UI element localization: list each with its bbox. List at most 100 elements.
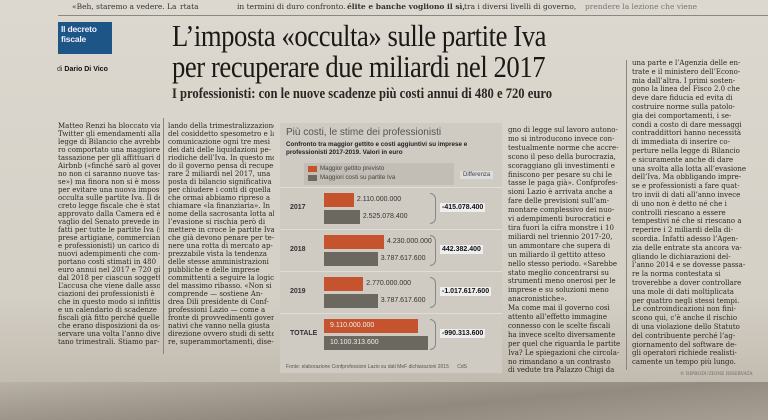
text-line: delle stesse amministrazioni [168, 258, 269, 266]
text-line: fronte di provvedimenti gover- [168, 314, 274, 322]
text-line: mo si introducono invece con- [508, 134, 615, 143]
text-line: professioni Lazio — come a [168, 306, 266, 314]
text-line: posta di bilancio significativa [168, 178, 272, 186]
divider [58, 15, 768, 16]
copyright: © RIPRODUZIONE RISERVATA [680, 372, 753, 377]
text-line: e un calendario di scadenze [58, 306, 157, 314]
text-line: gno di legge sul lavoro autono- [508, 126, 618, 134]
fragment: élite e banche vogliono il sì, [347, 2, 466, 11]
bar-revenue [324, 319, 418, 333]
text-line: nere una rotta di mercato ap- [168, 242, 273, 250]
bar-revenue [324, 277, 364, 291]
text-line: finiscono per pesare su chi le [508, 170, 612, 179]
text-line: un miliardo il gettito atteso [508, 250, 606, 259]
bar-value-label: 9.110.000.000 [330, 322, 375, 329]
fragment: «Beh, staremo a vedere. La [72, 2, 177, 11]
text-line: connesso con le scelte fiscali [508, 321, 611, 330]
text-line: montare complessivo dei nuo- [508, 206, 615, 215]
text-line: stato meglio concentrarsi su [508, 268, 610, 277]
bar-costs [324, 252, 378, 266]
text-line: Matteo Renzi ha bloccato via [58, 122, 160, 130]
section-label: Il decreto fiscale [58, 22, 112, 54]
text-line: vi adempimenti burocratici e [508, 215, 611, 224]
text-line: mia dall’altra. I primi sosten- [632, 76, 736, 85]
legend-label: Maggiori costi su partite Iva [320, 174, 396, 181]
chart-group-2018: 2018 4.230.000.000 3.787.617.600 442.382.40… [280, 229, 502, 271]
text-line: di vedute tra Palazzo Chigi da [508, 366, 615, 375]
difference-value: 442.382.400 [440, 245, 483, 254]
bar-costs [324, 294, 378, 308]
text-line: di uno non è detto né che i [632, 199, 727, 208]
brace [430, 193, 436, 224]
headline: L’imposta «occulta» sulle partite Iva pe… [172, 20, 546, 82]
text-line: fatti per tutte le partite Iva (im- [58, 226, 160, 234]
text-line: del cosiddetto spesometro e la [168, 130, 274, 138]
bar-value-label: 10.100.313.600 [330, 339, 379, 346]
text-line: zia delle entrate sta ancora va- [632, 243, 742, 252]
text-line: direzione ovvero studi di setto- [168, 330, 274, 338]
chart-title: Più costi, le stime dei professionisti [286, 127, 442, 138]
text-line: e sicuramente anche di dare [632, 155, 734, 164]
text-line: tano trimestrali. Stiamo par- [58, 338, 160, 346]
text-line: testualmente norme che accre- [508, 143, 619, 152]
fragment: tra i diversi livelli di governo, [464, 2, 577, 11]
text-line: dei dati delle liquidazioni pe- [168, 146, 271, 154]
brace [430, 235, 436, 266]
chart-credit: CdS [457, 364, 467, 370]
text-line: per evitare una nuova imposta [58, 186, 160, 194]
bar-value-label: 3.787.617.600 [380, 255, 426, 262]
text-line: anacronistiche». [508, 295, 567, 304]
chart-subtitle: Confronto tra maggior gettito e costi ag… [286, 141, 468, 156]
text-line: re la norma contestata si [632, 270, 721, 279]
text-line: giornamento del software de- [632, 340, 737, 349]
text-line: nello stesso periodo. «Sarebbe [508, 259, 618, 268]
bar-costs [324, 336, 428, 350]
bar-revenue [324, 193, 354, 207]
difference-header: Differenza [460, 171, 494, 179]
text-line: per quel che riguarda le partite [508, 339, 621, 348]
bar-value-label: 4.230.000.000 [387, 238, 432, 245]
text-line: contraddittori hanno necessità [632, 129, 742, 138]
byline: di Dario Di Vico [57, 66, 108, 73]
text-line: servare una volta l’anno diven- [58, 330, 160, 338]
difference-value: -1.017.617.600 [440, 287, 492, 296]
text-line: fare delle previsioni sull’am- [508, 197, 610, 206]
text-line: scordia. Infatti adesso l’Agen- [632, 234, 738, 243]
text-line: L’accusa che viene dalle asso- [58, 282, 160, 290]
text-line: mettere in croce le partite Iva [168, 226, 274, 234]
text-line: gono la linea del Fisco 2.0 che [632, 85, 740, 94]
text-line: creto legge fiscale che è stato [58, 202, 160, 210]
text-line: trate e il ministero dell’Econo- [632, 67, 741, 76]
text-line: camente un tempo più lungo. [632, 358, 736, 367]
chart-group-totale: TOTALE 9.110.000.000 10.100.313.600 -990.31… [280, 313, 502, 355]
text-line: sioni Lazio è arrivata anche a [508, 188, 613, 197]
text-line: che ormai abbiamo ripreso a [168, 194, 271, 202]
text-line: imprese e su soluzioni meno [508, 286, 609, 295]
text-line: l’anno 2014 e se dovesse passa- [632, 261, 746, 270]
text-line: dell’Iva. Ma obbligando impre- [632, 173, 742, 182]
column-rule [163, 118, 164, 354]
text-line: Iva? Le spiegazioni che circola- [508, 348, 620, 357]
text-line: miliardi nel triennio 2017-20, [508, 232, 613, 241]
text-line: e professionisti) un carico di 8 [58, 242, 160, 250]
bar-value-label: 2.110.000.000 [356, 196, 402, 203]
text-line: che già devono penare per te- [168, 234, 274, 242]
text-line: una parte e l’Agenzia delle en- [632, 59, 741, 67]
text-line: Airbnb («finché sarò al gover- [58, 162, 160, 170]
text-line: del massimo ribasso. «Non si [168, 282, 272, 290]
article-column-4: una parte e l’Agenzia delle en-trate e i… [632, 59, 760, 367]
text-line: se») ma finora non si è mosso [58, 178, 160, 186]
text-line: scono qui, c’è anche il rischio [632, 314, 738, 323]
article-column-1: Matteo Renzi ha bloccato via Twitter gli … [58, 122, 160, 346]
text-line: che erano disposizioni da os- [58, 322, 160, 330]
text-line: che in questo modo si infittisc- [58, 298, 160, 306]
fragment: rtata [180, 2, 199, 11]
text-line: una svolta alla lotta all’evasione [632, 164, 746, 173]
text-line: nuovi adempimenti che com- [58, 250, 160, 258]
text-line: nativi che vanno nella giusta [168, 322, 270, 330]
bar-value-label: 2.525.078.400 [362, 213, 408, 220]
text-line: comunicazione ogni tre mesi [168, 138, 270, 146]
category-label: TOTALE [290, 330, 318, 337]
text-line: se e professionisti a fare quat- [632, 182, 740, 191]
text-line: ro comportato una maggiore [58, 146, 160, 154]
